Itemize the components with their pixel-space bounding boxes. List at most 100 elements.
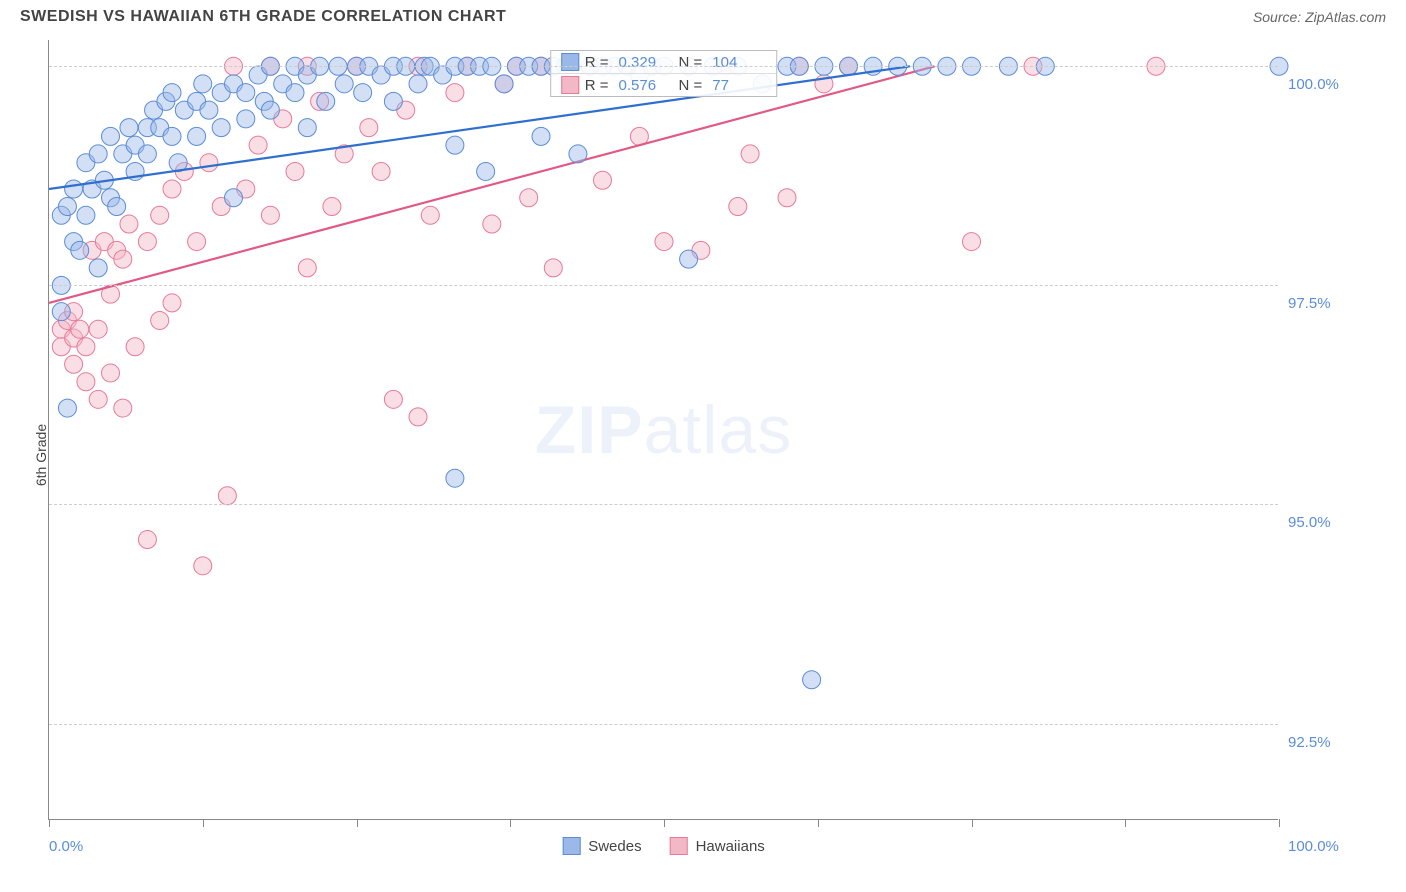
- scatter-point: [52, 303, 70, 321]
- scatter-point: [520, 189, 538, 207]
- swedes-legend-swatch-icon: [562, 837, 580, 855]
- scatter-point: [741, 145, 759, 163]
- x-tick: [664, 819, 665, 827]
- swedes-swatch-icon: [561, 53, 579, 71]
- grid-line: [49, 724, 1278, 725]
- scatter-point: [317, 92, 335, 110]
- scatter-point: [384, 92, 402, 110]
- x-max-label: 100.0%: [1288, 838, 1388, 855]
- scatter-point: [421, 206, 439, 224]
- scatter-point: [594, 171, 612, 189]
- scatter-point: [120, 119, 138, 137]
- x-tick: [818, 819, 819, 827]
- scatter-point: [71, 241, 89, 259]
- chart-container: 6th Grade ZIPatlas R = 0.329 N = 104 R =…: [0, 30, 1406, 880]
- legend-row-hawaiians: R = 0.576 N = 77: [551, 74, 777, 96]
- x-tick: [972, 819, 973, 827]
- grid-line: [49, 285, 1278, 286]
- chart-header: SWEDISH VS HAWAIIAN 6TH GRADE CORRELATIO…: [0, 0, 1406, 30]
- scatter-point: [163, 294, 181, 312]
- x-tick: [1125, 819, 1126, 827]
- x-tick: [357, 819, 358, 827]
- scatter-point: [372, 162, 390, 180]
- scatter-point: [58, 198, 76, 216]
- legend-item-hawaiians: Hawaiians: [670, 837, 765, 855]
- scatter-point: [138, 531, 156, 549]
- x-tick: [510, 819, 511, 827]
- scatter-point: [138, 145, 156, 163]
- chart-source: Source: ZipAtlas.com: [1253, 9, 1386, 25]
- scatter-point: [151, 311, 169, 329]
- chart-title: SWEDISH VS HAWAIIAN 6TH GRADE CORRELATIO…: [20, 8, 506, 26]
- scatter-point: [71, 320, 89, 338]
- scatter-point: [249, 136, 267, 154]
- hawaiians-n-value: 77: [712, 77, 754, 94]
- y-tick-label: 92.5%: [1288, 734, 1388, 751]
- scatter-point: [544, 259, 562, 277]
- scatter-point: [89, 320, 107, 338]
- scatter-point: [126, 338, 144, 356]
- grid-line: [49, 66, 1278, 67]
- scatter-point: [261, 101, 279, 119]
- scatter-point: [384, 390, 402, 408]
- scatter-point: [446, 136, 464, 154]
- scatter-point: [77, 373, 95, 391]
- scatter-point: [65, 180, 83, 198]
- scatter-point: [114, 250, 132, 268]
- scatter-point: [114, 399, 132, 417]
- scatter-point: [151, 206, 169, 224]
- scatter-point: [286, 162, 304, 180]
- scatter-point: [323, 198, 341, 216]
- scatter-point: [194, 75, 212, 93]
- scatter-point: [163, 127, 181, 145]
- x-tick: [203, 819, 204, 827]
- scatter-point: [286, 84, 304, 102]
- scatter-point: [200, 101, 218, 119]
- scatter-point: [102, 127, 120, 145]
- scatter-point: [446, 84, 464, 102]
- legend-item-swedes: Swedes: [562, 837, 641, 855]
- scatter-point: [360, 119, 378, 137]
- scatter-point: [446, 469, 464, 487]
- scatter-point: [102, 364, 120, 382]
- grid-line: [49, 504, 1278, 505]
- scatter-point: [335, 75, 353, 93]
- scatter-point: [298, 119, 316, 137]
- swedes-r-value: 0.329: [619, 54, 661, 71]
- scatter-point: [89, 390, 107, 408]
- scatter-point: [218, 487, 236, 505]
- hawaiians-swatch-icon: [561, 76, 579, 94]
- plot-svg: [49, 40, 1278, 819]
- scatter-point: [261, 206, 279, 224]
- scatter-point: [77, 206, 95, 224]
- scatter-point: [803, 671, 821, 689]
- scatter-point: [108, 198, 126, 216]
- scatter-point: [532, 127, 550, 145]
- scatter-point: [237, 84, 255, 102]
- scatter-point: [409, 75, 427, 93]
- legend-row-swedes: R = 0.329 N = 104: [551, 51, 777, 74]
- scatter-point: [188, 233, 206, 251]
- scatter-point: [237, 110, 255, 128]
- scatter-point: [477, 162, 495, 180]
- y-tick-label: 100.0%: [1288, 76, 1388, 93]
- scatter-point: [58, 399, 76, 417]
- scatter-point: [194, 557, 212, 575]
- x-tick: [49, 819, 50, 827]
- x-tick: [1279, 819, 1280, 827]
- scatter-point: [65, 355, 83, 373]
- scatter-point: [778, 189, 796, 207]
- hawaiians-r-value: 0.576: [619, 77, 661, 94]
- swedes-n-value: 104: [712, 54, 754, 71]
- hawaiians-legend-swatch-icon: [670, 837, 688, 855]
- correlation-legend: R = 0.329 N = 104 R = 0.576 N = 77: [550, 50, 778, 97]
- scatter-point: [354, 84, 372, 102]
- x-min-label: 0.0%: [49, 838, 83, 855]
- scatter-point: [200, 154, 218, 172]
- scatter-point: [188, 127, 206, 145]
- series-legend: Swedes Hawaiians: [562, 837, 765, 855]
- scatter-point: [298, 259, 316, 277]
- scatter-point: [212, 119, 230, 137]
- scatter-point: [225, 189, 243, 207]
- y-axis-label: 6th Grade: [33, 424, 49, 486]
